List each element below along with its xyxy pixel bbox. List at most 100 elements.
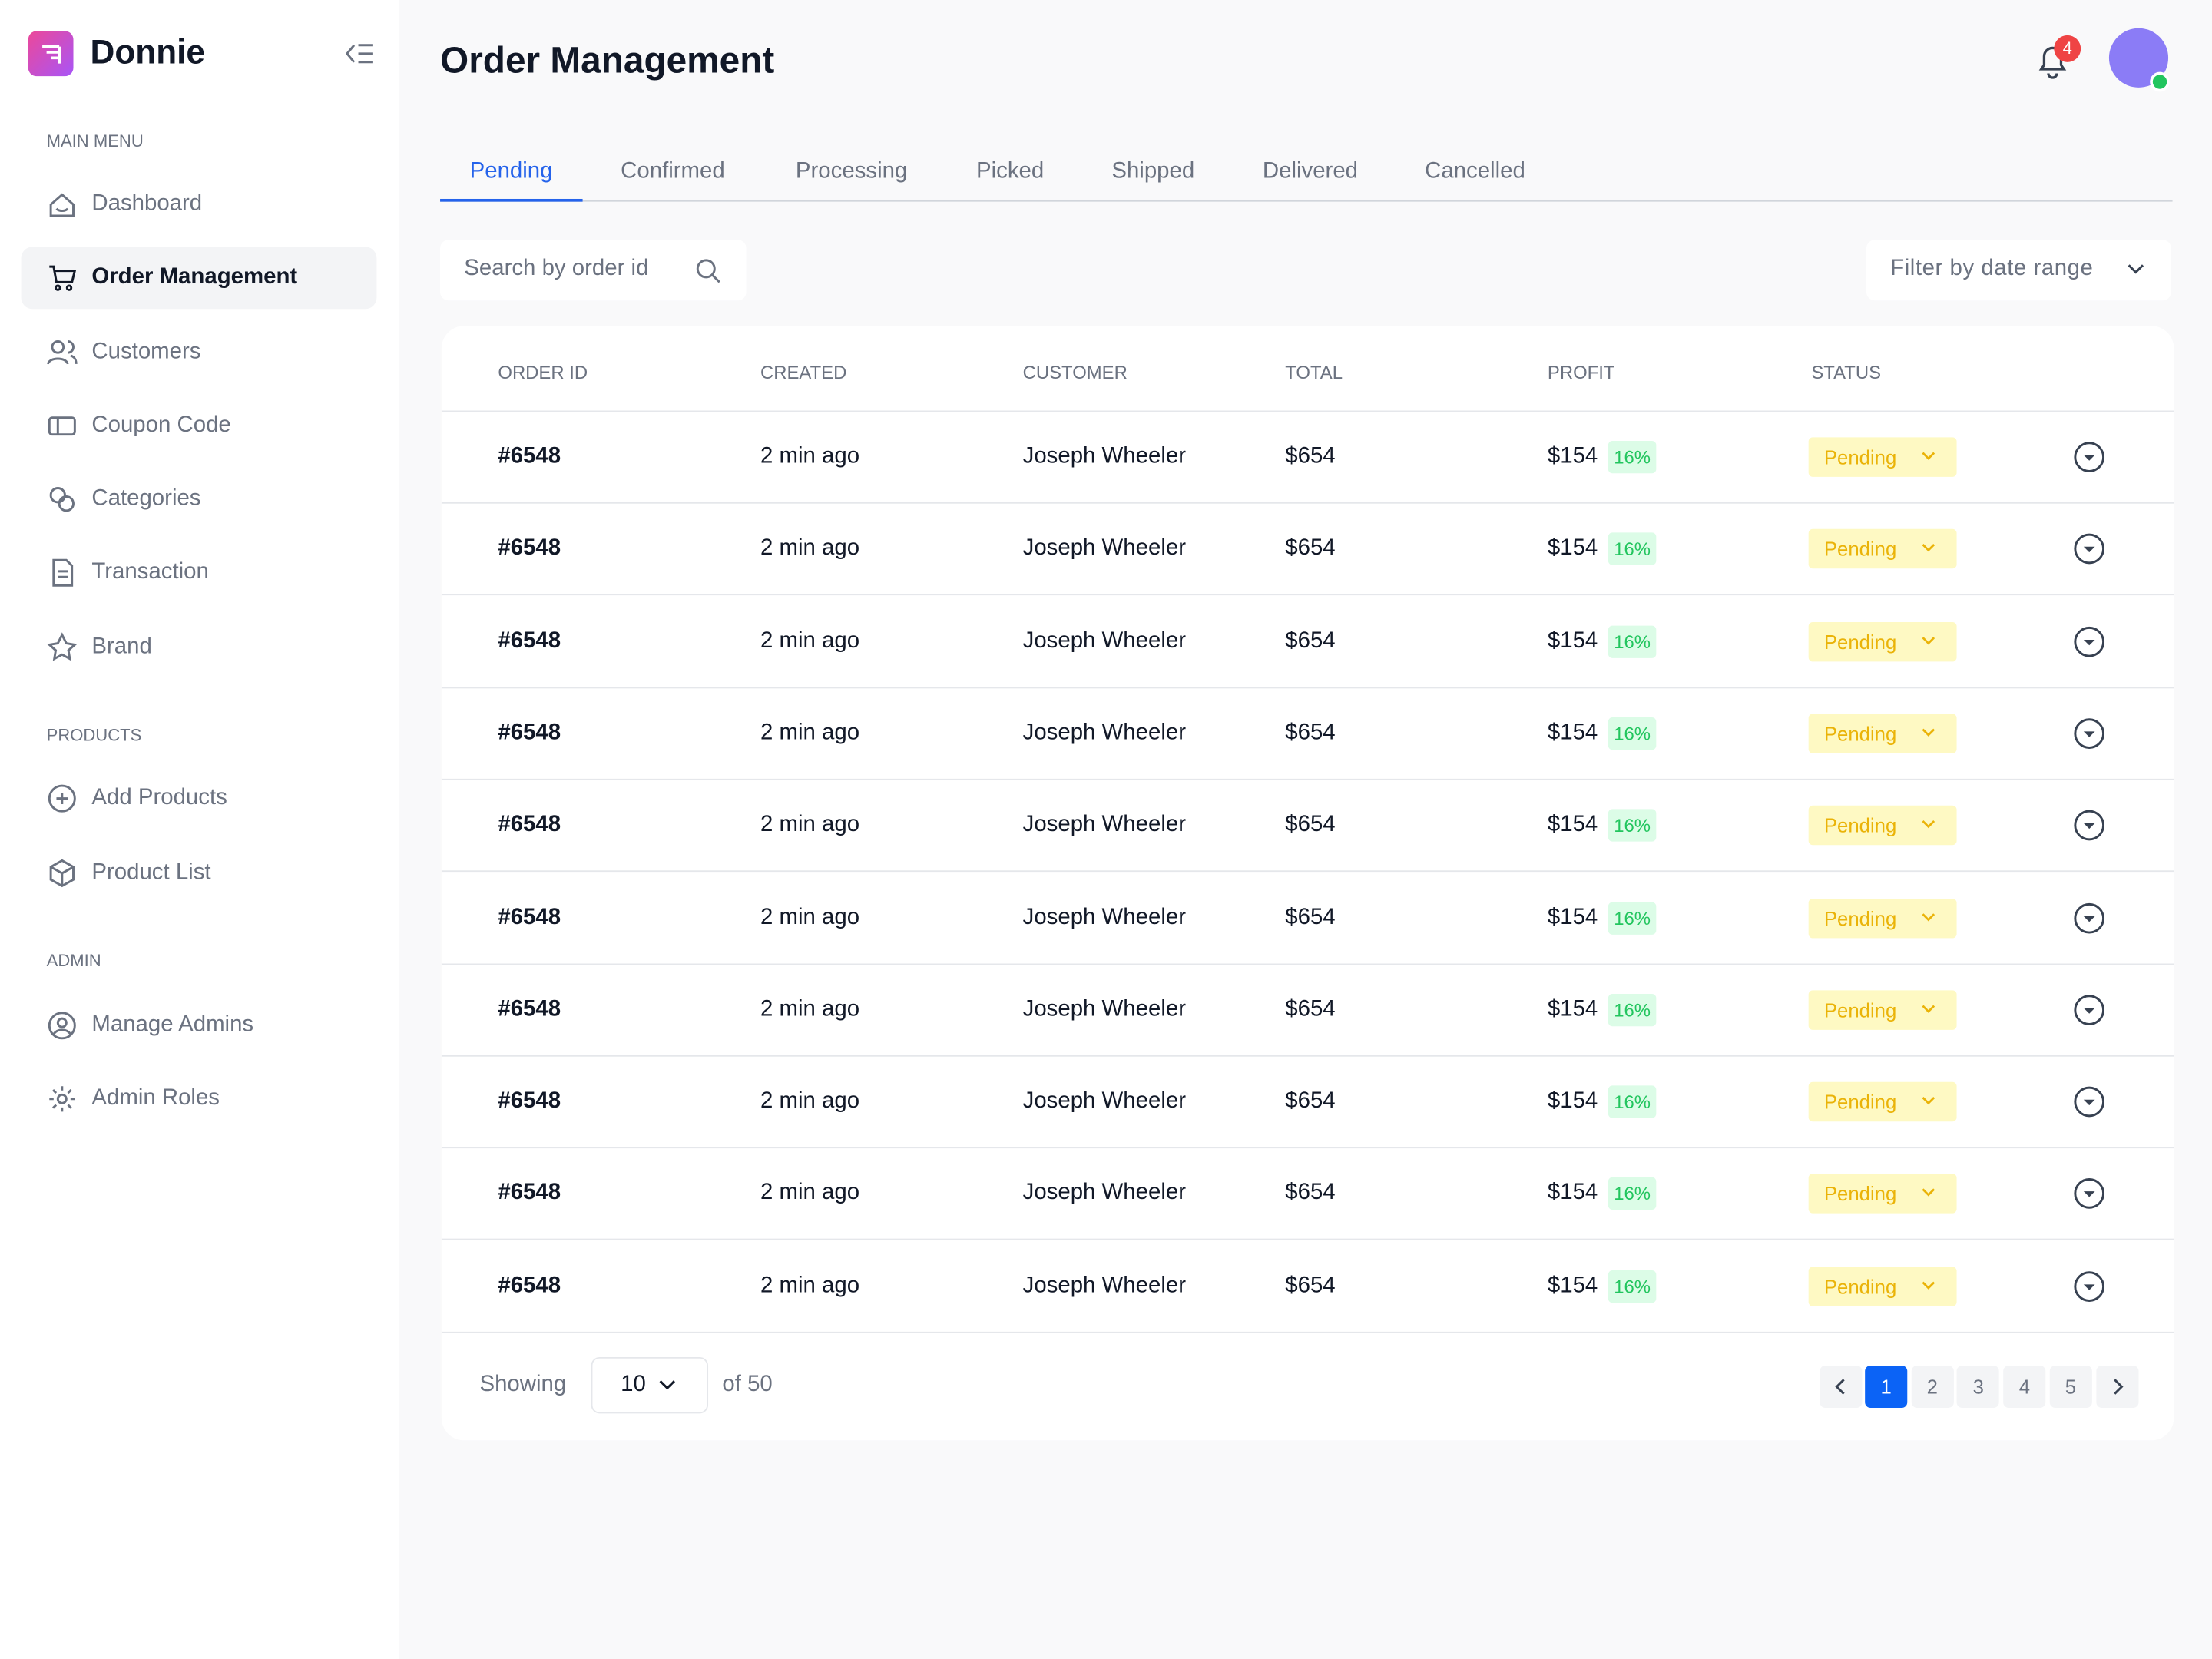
profit-percent: 16% xyxy=(1608,1270,1657,1303)
row-divider xyxy=(441,1331,2174,1333)
date-filter[interactable]: Filter by date range xyxy=(1866,240,2171,301)
menu-item[interactable]: Coupon Code xyxy=(91,413,231,438)
profit: $154 xyxy=(1547,720,1598,745)
status-dropdown[interactable]: Pending xyxy=(1808,529,1957,569)
created: 2 min ago xyxy=(760,997,860,1022)
status: Pending xyxy=(1823,998,1897,1022)
search-box[interactable]: Search by order id xyxy=(440,240,747,301)
menu-item[interactable]: Add Products xyxy=(91,786,227,810)
status-dropdown[interactable]: Pending xyxy=(1808,621,1957,661)
menu-item[interactable]: Order Management xyxy=(91,265,298,290)
page-button[interactable]: 1 xyxy=(1865,1365,1908,1409)
status: Pending xyxy=(1823,445,1897,469)
row-action[interactable] xyxy=(2072,901,2106,935)
row-action[interactable] xyxy=(2072,993,2106,1027)
created: 2 min ago xyxy=(760,1273,860,1298)
showing-label: Showing xyxy=(479,1373,567,1397)
total: $654 xyxy=(1285,444,1336,469)
page-button[interactable]: 3 xyxy=(1957,1365,2000,1409)
column-header: PROFIT xyxy=(1547,362,1615,383)
order-id: #6548 xyxy=(498,536,561,561)
total: $654 xyxy=(1285,1089,1336,1114)
tab[interactable]: Picked xyxy=(976,159,1045,184)
customer: Joseph Wheeler xyxy=(1022,905,1187,929)
profit-percent: 16% xyxy=(1608,624,1657,658)
customer: Joseph Wheeler xyxy=(1022,720,1187,745)
row-action[interactable] xyxy=(2072,532,2106,566)
status-dropdown[interactable]: Pending xyxy=(1808,898,1957,938)
page-button[interactable]: 4 xyxy=(2003,1365,2046,1409)
menu-icon-svg xyxy=(49,859,75,888)
row-action[interactable] xyxy=(2072,1269,2106,1303)
tab[interactable]: Shipped xyxy=(1111,159,1195,184)
total-count: of 50 xyxy=(722,1373,773,1397)
column-header: CREATED xyxy=(760,362,847,383)
profit-percent: 16% xyxy=(1608,1085,1657,1118)
profit: $154 xyxy=(1547,1181,1598,1206)
customer: Joseph Wheeler xyxy=(1022,997,1187,1022)
row-divider xyxy=(441,1147,2174,1149)
menu-icon-svg xyxy=(48,784,76,813)
profit: $154 xyxy=(1547,628,1598,653)
customer: Joseph Wheeler xyxy=(1022,1273,1187,1298)
row-action[interactable] xyxy=(2072,717,2106,750)
tab[interactable]: Cancelled xyxy=(1425,159,1525,184)
order-id: #6548 xyxy=(498,1181,561,1206)
tab[interactable]: Processing xyxy=(795,159,908,184)
menu-icon-svg xyxy=(49,487,75,512)
menu-item[interactable]: Manage Admins xyxy=(91,1012,254,1038)
tab[interactable]: Pending xyxy=(469,159,553,184)
status-dropdown[interactable]: Pending xyxy=(1808,806,1957,846)
row-divider xyxy=(441,410,2174,412)
row-action[interactable] xyxy=(2072,1177,2106,1211)
status-dropdown[interactable]: Pending xyxy=(1808,437,1957,477)
menu-item[interactable]: Admin Roles xyxy=(91,1086,220,1111)
menu-icon-svg xyxy=(49,265,77,291)
collapse-button[interactable] xyxy=(344,39,375,68)
total: $654 xyxy=(1285,1181,1336,1206)
order-id: #6548 xyxy=(498,444,561,469)
menu-icon-svg xyxy=(47,340,78,365)
section-title: ADMIN xyxy=(46,950,101,971)
tab[interactable]: Delivered xyxy=(1262,159,1359,184)
row-action[interactable] xyxy=(2072,624,2106,658)
row-divider xyxy=(441,870,2174,873)
status-dropdown[interactable]: Pending xyxy=(1808,990,1957,1030)
total: $654 xyxy=(1285,997,1336,1022)
menu-item[interactable]: Categories xyxy=(91,486,201,511)
profit: $154 xyxy=(1547,813,1598,837)
prev-page[interactable] xyxy=(1820,1365,1863,1409)
page-size-select[interactable]: 10 xyxy=(591,1356,709,1414)
page-button[interactable]: 5 xyxy=(2049,1365,2092,1409)
next-page[interactable] xyxy=(2096,1365,2139,1409)
menu-icon xyxy=(47,410,78,441)
menu-icon xyxy=(47,484,78,515)
page-button[interactable]: 2 xyxy=(1911,1365,1954,1409)
menu-item[interactable]: Transaction xyxy=(91,560,209,584)
customer: Joseph Wheeler xyxy=(1022,1089,1187,1114)
menu-icon-svg xyxy=(49,193,75,217)
customer: Joseph Wheeler xyxy=(1022,628,1187,653)
status-dropdown[interactable]: Pending xyxy=(1808,1081,1957,1122)
profit: $154 xyxy=(1547,444,1598,469)
menu-item[interactable]: Dashboard xyxy=(91,191,203,217)
row-action[interactable] xyxy=(2072,809,2106,843)
status-dropdown[interactable]: Pending xyxy=(1808,1174,1957,1214)
menu-item[interactable]: Brand xyxy=(91,634,152,659)
logo-icon xyxy=(42,45,61,64)
row-divider xyxy=(441,962,2174,965)
row-action[interactable] xyxy=(2072,440,2106,474)
total: $654 xyxy=(1285,905,1336,929)
menu-item[interactable]: Product List xyxy=(91,860,211,885)
total: $654 xyxy=(1285,1273,1336,1298)
menu-icon xyxy=(47,783,78,813)
menu-item[interactable]: Customers xyxy=(91,339,201,364)
customer: Joseph Wheeler xyxy=(1022,1181,1187,1206)
status-dropdown[interactable]: Pending xyxy=(1808,1266,1957,1306)
tab[interactable]: Confirmed xyxy=(621,159,725,184)
row-action[interactable] xyxy=(2072,1085,2106,1119)
status-dropdown[interactable]: Pending xyxy=(1808,714,1957,753)
active-item-bg xyxy=(21,247,377,310)
menu-icon xyxy=(47,263,78,293)
customer: Joseph Wheeler xyxy=(1022,536,1187,561)
